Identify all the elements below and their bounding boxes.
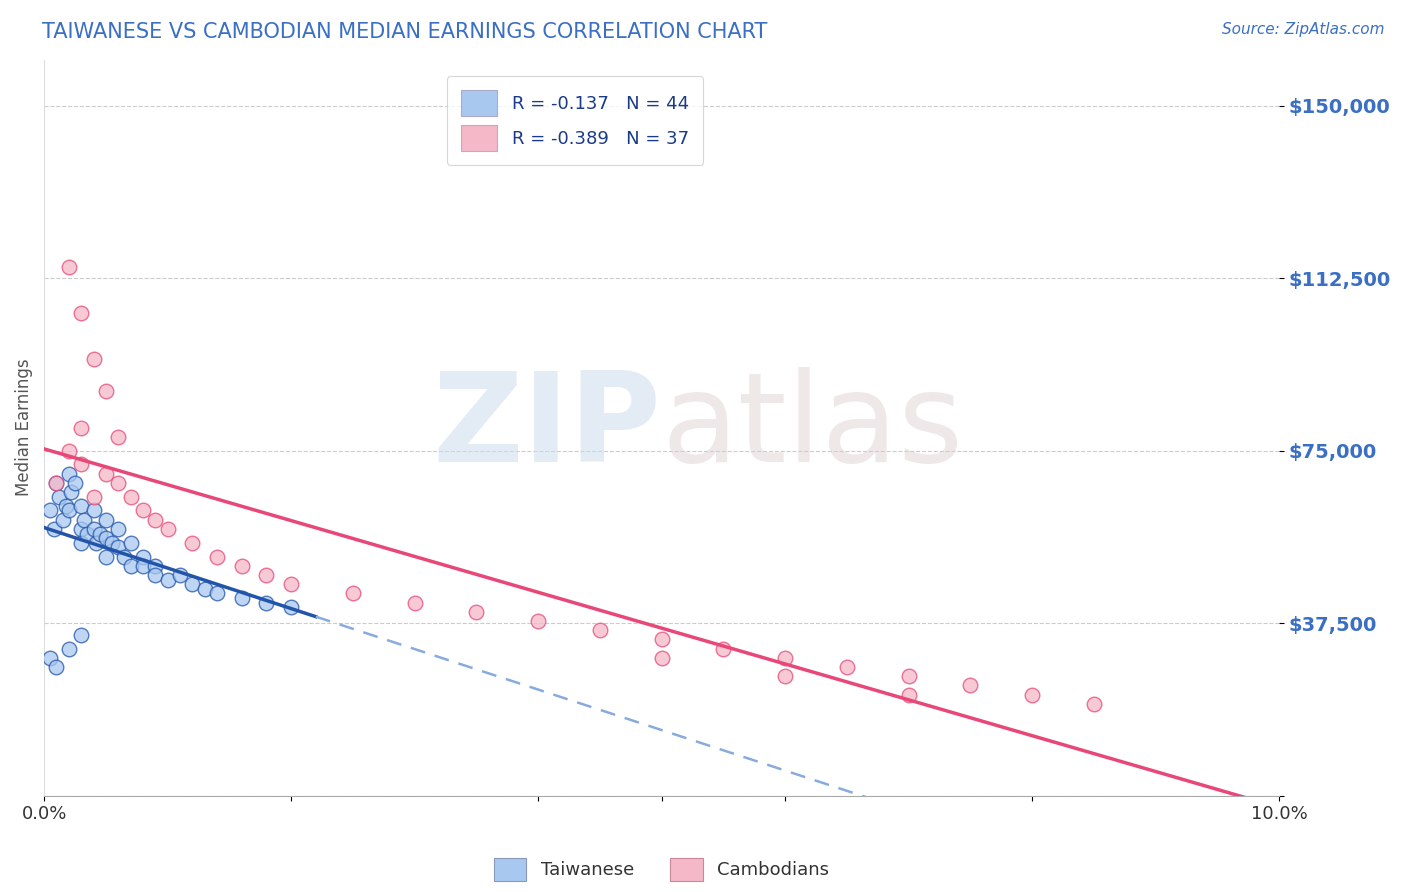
Point [107,430,129,444]
Point [52,513,75,527]
Point [143,568,166,582]
Point [112,549,135,564]
Point [63,475,86,490]
Point [181,535,204,549]
Point [94,467,117,481]
Point [72,513,94,527]
Point [45,475,67,490]
Point [58,503,80,517]
Point [94,384,117,398]
Point [181,577,204,591]
Point [83,351,105,366]
Point [254,568,277,582]
Point [1021,688,1043,702]
Point [39,503,62,517]
Point [527,614,550,628]
Legend: R = -0.137   N = 44, R = -0.389   N = 37: R = -0.137 N = 44, R = -0.389 N = 37 [447,76,703,165]
Point [773,650,796,665]
Point [132,558,155,573]
Point [465,605,488,619]
Point [39,650,62,665]
Point [280,600,302,615]
Point [89,526,111,541]
Point [254,595,277,609]
Point [835,660,858,674]
Point [94,513,117,527]
Point [143,513,166,527]
Point [76,526,98,541]
Point [58,641,80,656]
Point [55,499,77,513]
Point [156,522,179,536]
Point [231,591,253,605]
Point [84,535,107,549]
Point [107,475,129,490]
Point [70,522,93,536]
Point [132,503,155,517]
Point [58,443,80,458]
Point [42,522,65,536]
Point [651,632,673,647]
Point [404,595,426,609]
Point [70,306,93,320]
Point [83,522,105,536]
Point [589,623,612,637]
Point [132,549,155,564]
Text: Source: ZipAtlas.com: Source: ZipAtlas.com [1222,22,1385,37]
Point [58,260,80,274]
Point [70,458,93,472]
Point [897,669,920,683]
Point [120,490,142,504]
Point [280,577,302,591]
Point [70,628,93,642]
Point [342,586,364,600]
Point [205,586,228,600]
Text: atlas: atlas [662,368,963,488]
Point [651,650,673,665]
Point [205,549,228,564]
Point [897,688,920,702]
Point [58,467,80,481]
Point [711,641,734,656]
Point [70,499,93,513]
Y-axis label: Median Earnings: Median Earnings [15,359,32,497]
Point [156,573,179,587]
Point [773,669,796,683]
Point [120,558,142,573]
Point [120,535,142,549]
Point [94,549,117,564]
Text: TAIWANESE VS CAMBODIAN MEDIAN EARNINGS CORRELATION CHART: TAIWANESE VS CAMBODIAN MEDIAN EARNINGS C… [42,22,768,42]
Point [143,558,166,573]
Point [107,522,129,536]
Point [60,485,83,500]
Point [101,535,124,549]
Point [83,490,105,504]
Point [48,490,70,504]
Point [45,660,67,674]
Point [83,503,105,517]
Text: ZIP: ZIP [433,368,662,488]
Point [70,535,93,549]
Point [94,531,117,545]
Point [959,678,981,692]
Point [231,558,253,573]
Point [107,541,129,555]
Point [169,568,191,582]
Point [194,582,217,596]
Point [1083,697,1105,711]
Point [45,475,67,490]
Point [70,420,93,434]
